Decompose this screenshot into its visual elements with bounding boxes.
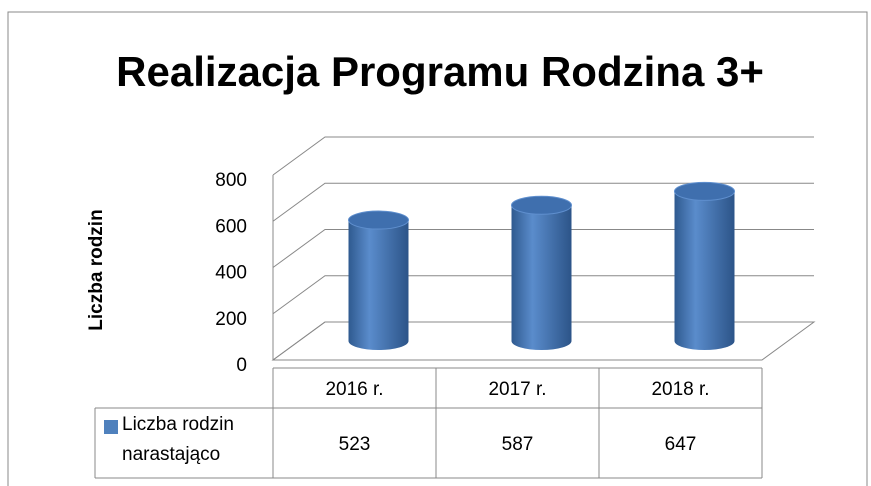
y-tick-label: 600 (215, 216, 247, 237)
legend-box: Liczba rodzin narastająco (122, 414, 234, 465)
y-tick-label: 200 (215, 309, 247, 330)
x-tick-label: 2016 r. (325, 379, 383, 400)
y-axis-label: Liczba rodzin (86, 209, 107, 330)
bar (511, 195, 572, 350)
bar-top (348, 210, 409, 230)
bar-body (348, 220, 409, 350)
bar (674, 181, 735, 350)
bar (348, 210, 409, 350)
data-label: 587 (502, 434, 534, 455)
legend-swatch (104, 420, 118, 434)
data-label: 523 (339, 434, 371, 455)
x-tick-label: 2018 r. (651, 379, 709, 400)
legend-label: Liczba rodzin narastająco (122, 414, 234, 465)
bar-top (674, 181, 735, 201)
x-tick-label: 2017 r. (488, 379, 546, 400)
grid-line (272, 136, 814, 176)
grid-line (272, 275, 814, 315)
bar-body (511, 205, 572, 350)
grid-line (272, 229, 814, 268)
bar-top (511, 195, 572, 215)
data-label: 647 (665, 434, 697, 455)
chart-title: Realizacja Programu Rodzina 3+ (116, 48, 764, 95)
y-tick-label: 0 (236, 355, 247, 376)
grid-line (272, 321, 814, 361)
y-tick-label: 800 (215, 170, 247, 191)
grid-line (272, 182, 814, 222)
y-tick-label: 400 (215, 263, 247, 284)
bar-body (674, 191, 735, 350)
